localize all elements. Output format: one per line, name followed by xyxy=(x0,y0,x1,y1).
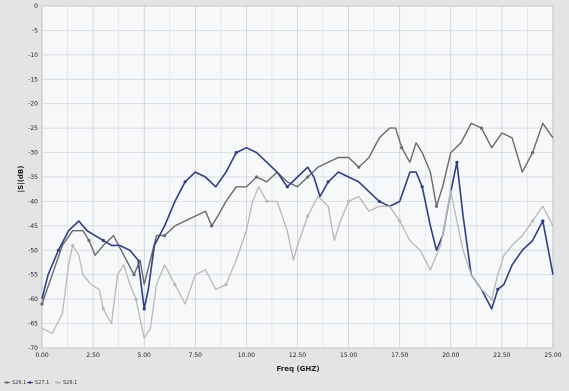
y-tick-label: -20 xyxy=(28,101,38,108)
data-point xyxy=(87,238,91,243)
data-point xyxy=(306,175,310,179)
y-tick-label: -70 xyxy=(28,345,38,352)
y-tick-label: -35 xyxy=(28,174,38,181)
x-tick-label: 12.50 xyxy=(289,352,306,359)
y-tick-label: -30 xyxy=(28,150,38,157)
data-point xyxy=(449,190,453,194)
y-tick-label: 0 xyxy=(34,3,38,10)
y-tick-label: -50 xyxy=(28,247,38,254)
data-point xyxy=(265,199,269,203)
y-tick-label: -55 xyxy=(28,272,38,279)
y-axis-title: |S|(dB) xyxy=(17,166,26,193)
data-point xyxy=(132,273,136,277)
x-tick-label: 22.50 xyxy=(493,352,510,359)
data-point xyxy=(377,199,381,203)
data-point xyxy=(400,146,404,150)
data-point xyxy=(306,214,310,218)
data-point xyxy=(183,180,187,184)
data-point xyxy=(347,199,351,203)
x-tick-label: 2.50 xyxy=(86,352,100,359)
y-tick-label: -40 xyxy=(28,198,38,205)
y-tick-label: -60 xyxy=(28,296,38,303)
data-point xyxy=(234,151,238,155)
data-point xyxy=(101,307,105,311)
x-tick-label: 10.00 xyxy=(238,352,255,359)
data-point xyxy=(420,185,424,189)
x-tick-label: 15.00 xyxy=(340,352,357,359)
x-tick-label: 25.00 xyxy=(544,352,561,359)
data-point xyxy=(434,204,439,208)
y-tick-label: -65 xyxy=(28,321,38,328)
data-point xyxy=(541,219,545,223)
data-point xyxy=(71,243,75,247)
data-point xyxy=(56,248,61,252)
x-tick-label: 17.50 xyxy=(391,352,408,359)
series-line-s27-1 xyxy=(41,146,554,310)
legend-label: S26.1 xyxy=(12,380,26,386)
data-point xyxy=(357,165,361,169)
y-tick-label: -25 xyxy=(28,125,38,132)
legend-marker xyxy=(56,381,60,384)
gridlines xyxy=(41,5,554,349)
data-point xyxy=(163,234,167,238)
data-point xyxy=(479,126,484,130)
data-point xyxy=(255,175,259,179)
data-point xyxy=(101,238,105,243)
series-line-s26-1 xyxy=(41,122,554,305)
series-lines xyxy=(40,122,554,339)
legend-marker xyxy=(28,381,32,384)
y-tick-label: -5 xyxy=(32,27,38,34)
x-tick-label: 0.00 xyxy=(35,352,49,359)
data-point xyxy=(531,151,535,155)
data-point xyxy=(40,302,44,306)
series-line-s28-1 xyxy=(41,186,554,339)
x-tick-label: 7.50 xyxy=(189,352,203,359)
data-point xyxy=(398,219,402,223)
y-tick-label: -10 xyxy=(28,52,38,59)
x-tick-label: 5.00 xyxy=(138,352,152,359)
y-tick-labels: 0 -5 -10 -15 -20 -25 -30 -35 -40 -45 -50 -55 -60 -65 -… xyxy=(28,3,38,352)
legend-marker xyxy=(5,381,9,384)
y-tick-label: -45 xyxy=(28,223,38,230)
data-point xyxy=(285,185,289,189)
data-point xyxy=(326,180,330,184)
x-tick-labels: 0.00 2.50 5.00 7.50 10.00 12.50 15.00 17.50 20.0… xyxy=(35,352,561,359)
x-axis-title: Freq (GHZ) xyxy=(276,365,319,373)
data-point xyxy=(455,160,459,164)
data-point xyxy=(210,224,214,228)
x-tick-label: 20.00 xyxy=(442,352,459,359)
legend: S26.1 S27.1 S28.1 xyxy=(4,380,77,386)
data-point xyxy=(490,297,494,301)
data-point xyxy=(531,219,535,223)
data-point xyxy=(142,307,146,311)
data-point xyxy=(134,297,138,301)
legend-label: S27.1 xyxy=(35,380,49,386)
data-point xyxy=(224,282,228,287)
y-tick-label: -15 xyxy=(28,76,38,83)
legend-label: S28.1 xyxy=(63,380,77,386)
data-point xyxy=(173,282,177,287)
data-point xyxy=(496,287,500,291)
